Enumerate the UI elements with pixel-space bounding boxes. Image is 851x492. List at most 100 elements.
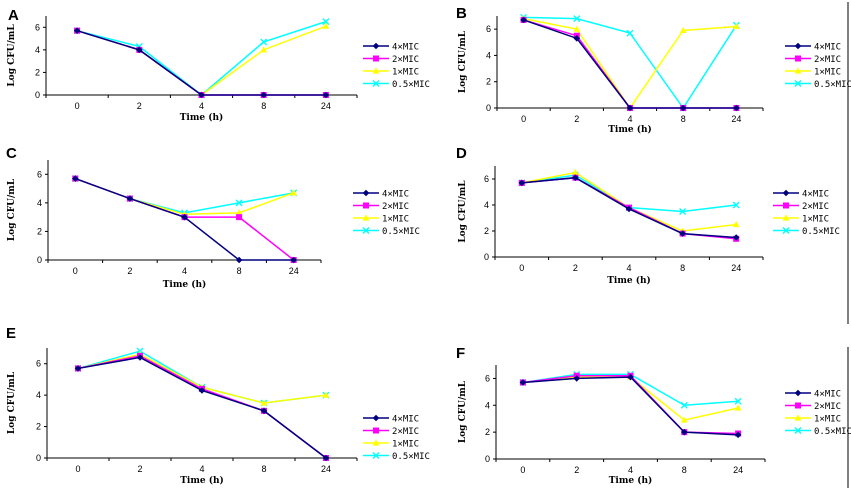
legend: 4×MIC 2×MIC 1×MIC 0.5×MIC xyxy=(363,43,430,90)
data-point xyxy=(260,407,268,415)
data-point xyxy=(681,428,688,436)
legend-marker xyxy=(794,67,802,74)
panel-label: B xyxy=(456,5,467,22)
y-tick-label: 2 xyxy=(485,427,490,437)
legend-label: 4×MIC xyxy=(814,390,841,400)
y-axis-label: Log CFU/mL xyxy=(7,178,17,241)
legend-marker xyxy=(372,80,380,87)
data-point xyxy=(72,175,79,182)
data-point xyxy=(572,168,579,176)
x-tick-label: 0 xyxy=(521,114,526,124)
y-tick-label: 4 xyxy=(37,198,42,208)
legend-marker xyxy=(362,227,370,234)
x-tick-label: 8 xyxy=(237,266,242,276)
data-point xyxy=(260,38,268,46)
legend-label: 0.5×MIC xyxy=(382,227,420,237)
y-tick-label: 4 xyxy=(485,400,490,410)
data-point xyxy=(73,27,81,34)
series-line xyxy=(522,376,739,421)
legend-label: 2×MIC xyxy=(814,402,841,412)
data-point xyxy=(625,205,633,213)
legend-label: 2×MIC xyxy=(392,427,419,437)
x-tick-label: 4 xyxy=(199,101,204,111)
y-tick-label: 2 xyxy=(35,67,40,77)
legend: 4×MIC 2×MIC 1×MIC 0.5×MIC xyxy=(785,389,851,437)
data-point xyxy=(198,387,206,394)
data-point xyxy=(322,91,330,99)
legend-marker xyxy=(372,67,380,74)
x-tick-label: 8 xyxy=(261,464,266,474)
y-axis-label: Log CFU/mL xyxy=(458,380,468,443)
y-tick-label: 6 xyxy=(484,174,489,184)
legend: 4×MIC 2×MIC 1×MIC 0.5×MIC xyxy=(353,190,420,237)
series-line xyxy=(77,350,327,404)
data-point xyxy=(260,91,267,99)
y-tick-label: 4 xyxy=(484,200,489,210)
data-point xyxy=(680,401,688,409)
data-point xyxy=(627,373,634,381)
series-line xyxy=(76,20,327,96)
y-tick-label: 0 xyxy=(485,454,490,464)
y-tick-label: 0 xyxy=(35,90,40,100)
legend-marker xyxy=(782,189,790,197)
y-tick-label: 2 xyxy=(484,226,489,236)
x-tick-label: 8 xyxy=(681,114,686,124)
y-tick-label: 6 xyxy=(485,373,490,383)
y-tick-label: 4 xyxy=(36,390,41,400)
x-tick-label: 0 xyxy=(73,266,78,276)
x-tick-label: 0 xyxy=(520,465,525,475)
panel-label: D xyxy=(456,145,467,162)
legend-marker xyxy=(794,389,802,397)
series-line xyxy=(521,171,737,232)
data-point xyxy=(322,391,330,398)
y-axis-label: Log CFU/mL xyxy=(458,180,468,243)
legend-label: 2×MIC xyxy=(392,55,419,65)
x-axis-label: Time (h) xyxy=(163,279,207,290)
legend-label: 0.5×MIC xyxy=(802,227,840,237)
data-point xyxy=(136,354,144,361)
data-point xyxy=(734,431,742,439)
x-tick-label: 24 xyxy=(289,266,299,276)
legend-label: 1×MIC xyxy=(814,415,841,425)
x-tick-label: 24 xyxy=(321,101,331,111)
data-point xyxy=(198,91,205,99)
legend-label: 1×MIC xyxy=(392,440,419,450)
legend-label: 4×MIC xyxy=(392,415,419,425)
y-axis-label: Log CFU/mL xyxy=(7,24,17,87)
data-point xyxy=(290,256,297,264)
legend-marker xyxy=(372,414,380,422)
x-tick-label: 8 xyxy=(682,465,687,475)
legend-label: 2×MIC xyxy=(802,202,829,212)
data-point xyxy=(679,230,686,237)
data-point xyxy=(733,22,740,30)
legend-marker xyxy=(795,55,801,62)
legend-marker xyxy=(782,214,790,221)
data-point xyxy=(573,15,581,23)
legend-label: 0.5×MIC xyxy=(814,80,851,90)
data-point xyxy=(290,189,298,196)
x-tick-label: 24 xyxy=(731,263,741,273)
x-tick-label: 4 xyxy=(182,266,187,276)
series-line xyxy=(77,356,327,459)
x-tick-label: 2 xyxy=(127,266,132,276)
legend-label: 0.5×MIC xyxy=(392,452,430,462)
legend-marker xyxy=(373,427,379,434)
data-point xyxy=(732,201,740,209)
x-tick-label: 8 xyxy=(261,101,266,111)
data-point xyxy=(572,174,579,181)
legend-label: 0.5×MIC xyxy=(392,80,430,90)
panel-label: F xyxy=(456,345,465,362)
data-point xyxy=(573,375,580,382)
x-axis-label: Time (h) xyxy=(609,475,653,486)
legend-label: 0.5×MIC xyxy=(814,427,851,437)
panel-label: C xyxy=(6,145,17,162)
x-tick-label: 4 xyxy=(626,263,631,273)
legend-label: 4×MIC xyxy=(802,190,829,200)
data-point xyxy=(732,234,740,241)
data-point xyxy=(680,416,688,423)
x-axis-label: Time (h) xyxy=(180,475,224,486)
data-point xyxy=(732,220,740,228)
series-line xyxy=(523,17,737,110)
